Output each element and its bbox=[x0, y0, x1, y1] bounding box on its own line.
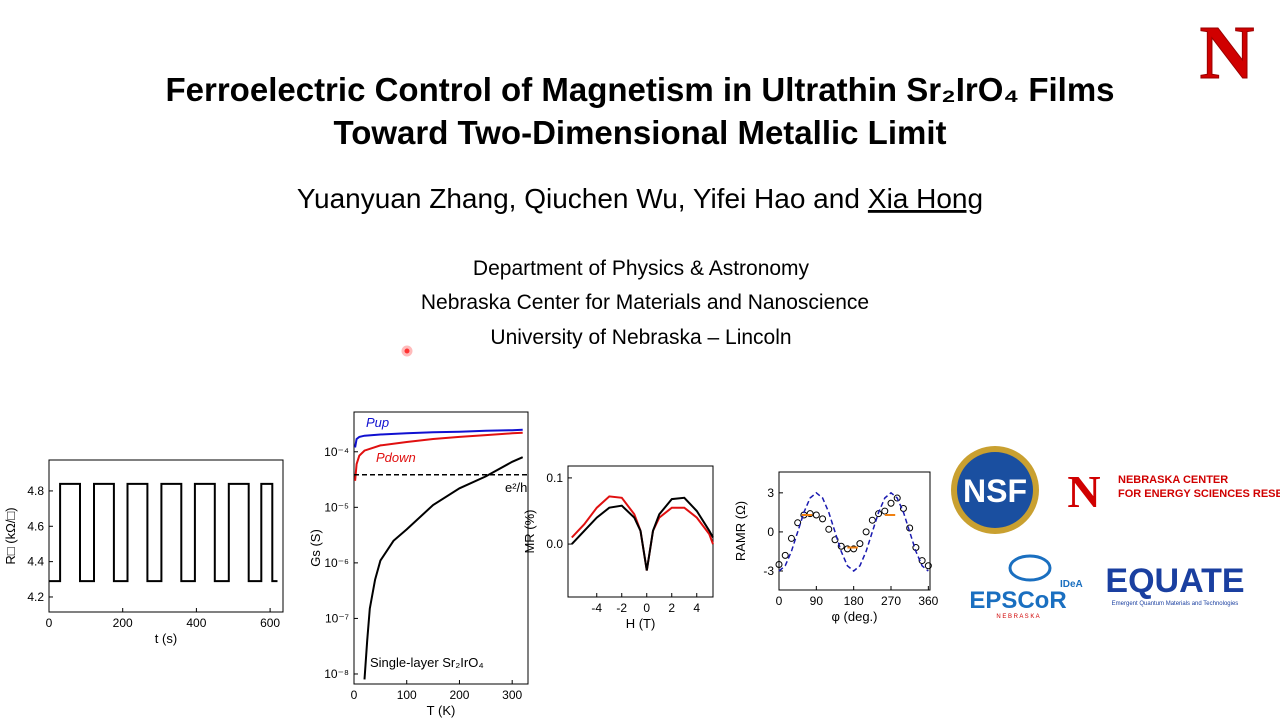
y-tick-label: 10⁻⁶ bbox=[324, 556, 349, 570]
x-tick-label: 200 bbox=[449, 688, 469, 702]
y-axis-label: RAMR (Ω) bbox=[733, 501, 748, 561]
x-axis-label: φ (deg.) bbox=[831, 609, 877, 624]
x-axis-label: t (s) bbox=[155, 631, 177, 646]
x-tick-label: 600 bbox=[260, 616, 280, 630]
data-point bbox=[775, 560, 783, 568]
y-tick-label: 0 bbox=[767, 525, 774, 539]
plot-frame bbox=[567, 465, 714, 598]
data-point bbox=[831, 536, 839, 544]
data-point bbox=[812, 511, 820, 519]
series-label: Single-layer Sr₂IrO₄ bbox=[370, 655, 484, 670]
data-point bbox=[906, 524, 914, 532]
nsf-globe bbox=[957, 452, 1033, 528]
ncesr-logo: N bbox=[1067, 466, 1100, 517]
data-line bbox=[354, 428, 523, 448]
presenter: Xia Hong bbox=[868, 183, 983, 214]
y-tick-label: 4.8 bbox=[27, 484, 44, 498]
data-point bbox=[893, 494, 901, 502]
y-axis-label: R□ (kΩ/□) bbox=[3, 507, 18, 564]
y-tick-label: 10⁻⁵ bbox=[324, 500, 349, 514]
y-tick-label: 3 bbox=[767, 486, 774, 500]
data-line bbox=[571, 496, 714, 571]
series-label: e²/h bbox=[505, 480, 527, 495]
data-point bbox=[825, 525, 833, 533]
x-tick-label: 270 bbox=[881, 594, 901, 608]
x-tick-label: 200 bbox=[113, 616, 133, 630]
affiliation: University of Nebraska – Lincoln bbox=[490, 326, 791, 349]
x-tick-label: 0 bbox=[776, 594, 783, 608]
epscor-orbit bbox=[1008, 554, 1052, 582]
x-tick-label: 2 bbox=[668, 601, 675, 615]
x-axis-label: T (K) bbox=[427, 703, 456, 718]
x-tick-label: 90 bbox=[810, 594, 824, 608]
y-tick-label: -3 bbox=[763, 564, 774, 578]
x-tick-label: 360 bbox=[918, 594, 938, 608]
x-tick-label: 0 bbox=[351, 688, 358, 702]
authors: Yuanyuan Zhang, Qiuchen Wu, Yifei Hao an… bbox=[297, 183, 983, 214]
x-tick-label: 300 bbox=[502, 688, 522, 702]
data-point bbox=[787, 534, 795, 542]
epscor-text: N E B R A S K A bbox=[996, 614, 1039, 620]
x-tick-label: 4 bbox=[693, 601, 700, 615]
logo-bg bbox=[1192, 15, 1262, 83]
y-tick-label: 4.2 bbox=[27, 590, 44, 604]
y-tick-label: 10⁻⁷ bbox=[325, 611, 349, 625]
plot-frame bbox=[48, 459, 284, 613]
data-line bbox=[801, 514, 896, 549]
nebraska-logo: N bbox=[1200, 11, 1255, 95]
y-axis-label: Gs (S) bbox=[308, 529, 323, 567]
data-line bbox=[49, 482, 278, 583]
data-point bbox=[850, 545, 858, 553]
equate-text: Emergent Quantum Materials and Technolog… bbox=[1112, 601, 1239, 607]
y-tick-label: 4.6 bbox=[27, 519, 44, 533]
x-tick-label: 180 bbox=[844, 594, 864, 608]
y-tick-label: 10⁻⁴ bbox=[324, 445, 349, 459]
data-point bbox=[887, 499, 895, 507]
data-point bbox=[856, 540, 864, 548]
x-tick-label: 100 bbox=[397, 688, 417, 702]
x-tick-label: 0 bbox=[643, 601, 650, 615]
ncesr-text: FOR ENERGY SCIENCES RESEARCH bbox=[1118, 488, 1280, 500]
data-line bbox=[354, 431, 523, 481]
author-list: Yuanyuan Zhang, Qiuchen Wu, Yifei Hao an… bbox=[297, 183, 860, 214]
x-tick-label: 0 bbox=[46, 616, 53, 630]
data-point bbox=[794, 519, 802, 527]
title-line: Ferroelectric Control of Magnetism in Ul… bbox=[165, 71, 1114, 108]
data-point bbox=[837, 542, 845, 550]
ncesr-text: NEBRASKA CENTER bbox=[1118, 474, 1228, 486]
plot-frame bbox=[778, 471, 931, 591]
equate-logo: EQUATE bbox=[1105, 562, 1244, 600]
epscor-text: IDeA bbox=[1060, 579, 1083, 590]
x-tick-label: -4 bbox=[591, 601, 602, 615]
x-tick-label: -2 bbox=[616, 601, 627, 615]
nsf-logo: NSF bbox=[963, 473, 1027, 509]
x-tick-label: 400 bbox=[186, 616, 206, 630]
dashed-line bbox=[778, 491, 929, 572]
x-axis-label: H (T) bbox=[626, 616, 656, 631]
affiliation: Nebraska Center for Materials and Nanosc… bbox=[421, 291, 869, 314]
series-label: Pup bbox=[366, 415, 389, 430]
plot-frame bbox=[353, 411, 529, 685]
y-axis-label: MR (%) bbox=[522, 509, 537, 553]
data-point bbox=[781, 551, 789, 559]
affiliation: Department of Physics & Astronomy bbox=[473, 257, 810, 280]
y-tick-label: 0.1 bbox=[546, 471, 563, 485]
laser-pointer bbox=[401, 345, 413, 357]
data-point bbox=[819, 515, 827, 523]
data-point bbox=[924, 562, 932, 570]
data-point bbox=[862, 528, 870, 536]
y-tick-label: 10⁻⁸ bbox=[324, 667, 349, 681]
series-label: Pdown bbox=[376, 450, 416, 465]
epscor-logo: EPSCoR bbox=[969, 587, 1066, 614]
data-point bbox=[881, 507, 889, 515]
y-tick-label: 4.4 bbox=[27, 555, 44, 569]
title-line: Toward Two-Dimensional Metallic Limit bbox=[334, 114, 947, 151]
y-tick-label: 0.0 bbox=[546, 537, 563, 551]
